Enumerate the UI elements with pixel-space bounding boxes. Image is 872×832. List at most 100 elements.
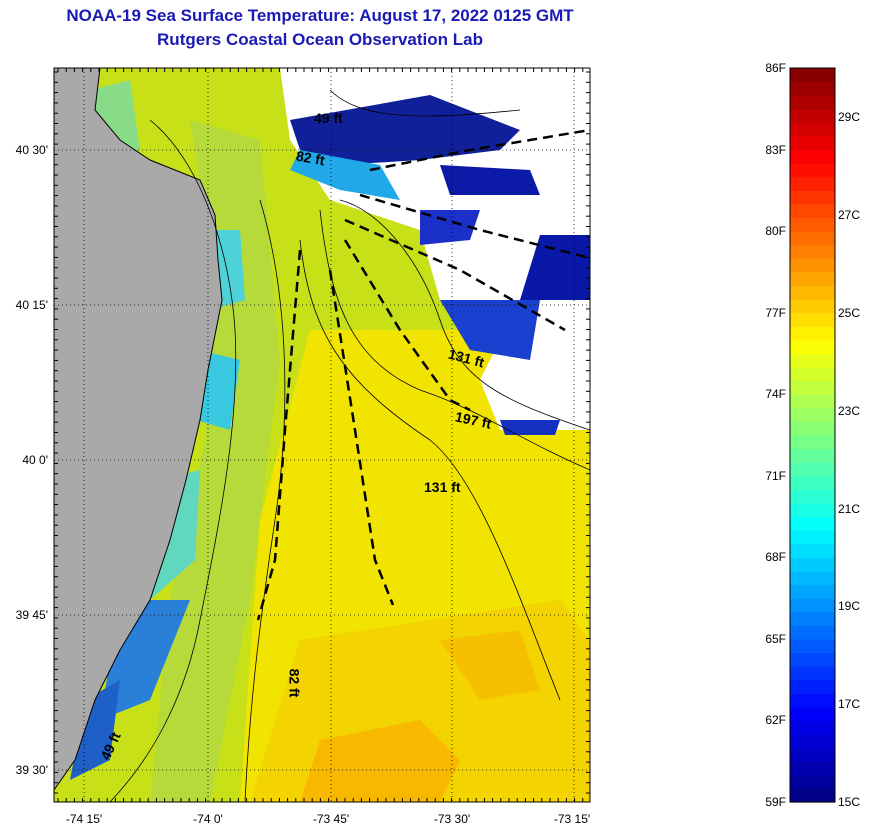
- colorbar-band: [790, 679, 835, 694]
- colorbar-f-label: 80F: [765, 224, 786, 238]
- colorbar-band: [790, 706, 835, 722]
- depth-label: 49 ft: [314, 110, 343, 126]
- colorbar-c-label: 23C: [838, 404, 861, 418]
- colorbar-band: [790, 761, 835, 776]
- colorbar-band: [790, 176, 835, 191]
- colorbar-band: [790, 421, 835, 436]
- colorbar-band: [790, 747, 835, 762]
- map-subtitle: Rutgers Coastal Ocean Observation Lab: [157, 30, 483, 49]
- colorbar-f-label: 59F: [765, 795, 786, 809]
- sst-cold-patch-6: [500, 420, 560, 435]
- colorbar-f-label: 86F: [765, 61, 786, 75]
- colorbar-band: [790, 462, 835, 477]
- colorbar-f-label: 77F: [765, 306, 786, 320]
- colorbar-band: [790, 231, 835, 246]
- colorbar-band: [790, 244, 835, 259]
- sst-cold-patch-4: [520, 235, 590, 300]
- isobath-contour: [299, 239, 561, 701]
- colorbar-band: [790, 435, 835, 450]
- sst-warmest-patch: [300, 720, 460, 802]
- colorbar-band: [790, 163, 835, 178]
- dashed-line: [256, 249, 302, 621]
- colorbar-band: [790, 367, 835, 382]
- colorbar-band: [790, 502, 835, 518]
- lon-label: -74 0': [193, 812, 223, 826]
- colorbar-band: [790, 448, 835, 463]
- colorbar-c-label: 27C: [838, 208, 861, 222]
- colorbar-band: [790, 258, 835, 273]
- colorbar-c-label: 19C: [838, 599, 861, 613]
- axis-ticks: [54, 68, 590, 802]
- colorbar-f-label: 68F: [765, 550, 786, 564]
- colorbar-band: [790, 734, 835, 749]
- colorbar-band: [790, 81, 835, 96]
- colorbar-f-label: 65F: [765, 632, 786, 646]
- lon-label: -73 30': [433, 812, 471, 826]
- land-long-island: [300, 68, 590, 100]
- colorbar-band: [790, 584, 835, 599]
- colorbar-band: [790, 516, 835, 531]
- colorbar-band: [790, 95, 835, 110]
- colorbar-frame: [789, 67, 836, 803]
- colorbar-band: [790, 638, 835, 654]
- colorbar-band: [790, 543, 835, 558]
- colorbar-c-label: 21C: [838, 502, 861, 516]
- colorbar-band: [790, 312, 835, 327]
- colorbar-band: [790, 625, 835, 640]
- colorbar-band: [790, 489, 835, 504]
- colorbar-f-label: 74F: [765, 387, 786, 401]
- colorbar-c-label: 25C: [838, 306, 861, 320]
- colorbar-band: [790, 190, 835, 205]
- sst-cold-patch-2: [440, 165, 540, 195]
- colorbar-band: [790, 530, 835, 545]
- dashed-line: [344, 218, 566, 332]
- colorbar-c-label: 17C: [838, 697, 861, 711]
- colorbar-f-label: 62F: [765, 713, 786, 727]
- colorbar-band: [790, 475, 835, 490]
- colorbar-band: [790, 271, 835, 287]
- colorbar-band: [790, 135, 835, 151]
- colorbar-band: [790, 380, 835, 395]
- sst-cool-edge: [290, 150, 400, 200]
- lat-label: 40 30': [15, 143, 48, 157]
- colorbar-band: [790, 353, 835, 368]
- depth-label: 82 ft: [286, 668, 303, 698]
- gridlines: [54, 68, 590, 802]
- coastline: [54, 68, 223, 791]
- colorbar-band: [790, 299, 835, 314]
- isobath-contour: [329, 89, 521, 117]
- sst-cold-patch-5: [440, 300, 540, 360]
- lat-label: 40 15': [15, 298, 48, 312]
- colorbar-band: [790, 217, 835, 232]
- sst-cold-ny-bight: [290, 95, 520, 165]
- map-frame: [53, 67, 591, 803]
- colorbar-band: [790, 720, 835, 735]
- colorbar-f-label: 71F: [765, 469, 786, 483]
- colorbar-band: [790, 326, 835, 341]
- colorbar-band: [790, 570, 835, 586]
- colorbar-band: [790, 407, 835, 422]
- isobath-contour: [109, 119, 237, 802]
- colorbar-band: [790, 598, 835, 613]
- colorbar-band: [790, 774, 835, 789]
- colorbar-band: [790, 108, 835, 123]
- isobath-contour: [244, 199, 286, 802]
- sst-cool-patch-5: [70, 680, 120, 780]
- colorbar-f-label: 83F: [765, 143, 786, 157]
- colorbar-band: [790, 693, 835, 708]
- colorbar-band: [790, 394, 835, 409]
- colorbar-band: [790, 203, 835, 219]
- colorbar-band: [790, 285, 835, 300]
- sst-cold-patch-3: [420, 210, 480, 245]
- dashed-line: [359, 193, 590, 260]
- colorbar-band: [790, 339, 835, 355]
- sst-nearshore-band: [150, 120, 280, 802]
- colorbar-band: [790, 68, 835, 83]
- sst-warm-patch-2: [440, 630, 540, 700]
- colorbar-c-label: 15C: [838, 795, 861, 809]
- lon-label: -73 15': [553, 812, 591, 826]
- colorbar-band: [790, 611, 835, 626]
- isobath-contour: [339, 199, 590, 431]
